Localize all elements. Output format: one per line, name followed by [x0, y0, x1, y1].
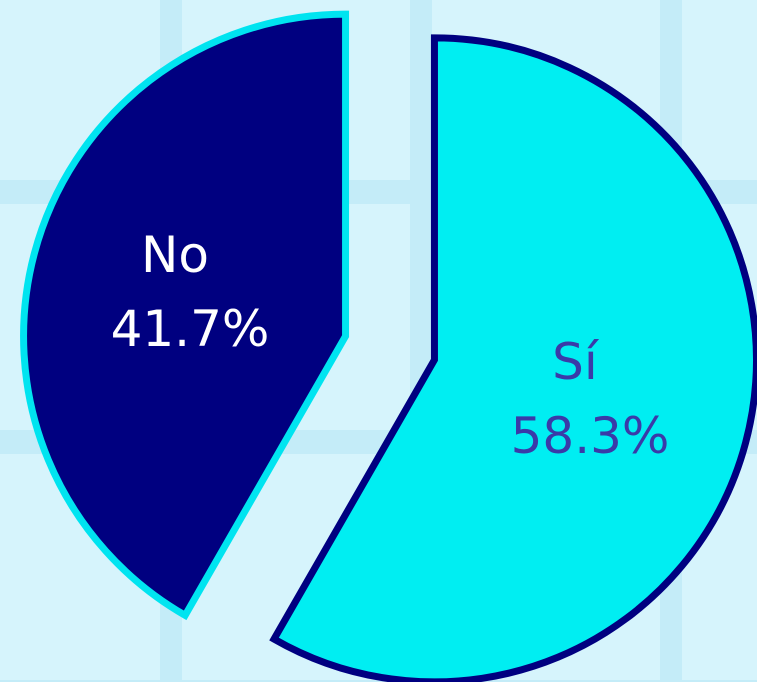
slice-value-label: 58.3% [511, 407, 670, 465]
slice-label: Sí [552, 333, 600, 391]
slice-value-label: 41.7% [111, 300, 270, 358]
slice-label: No [141, 226, 209, 284]
pie-slice [20, 10, 350, 621]
